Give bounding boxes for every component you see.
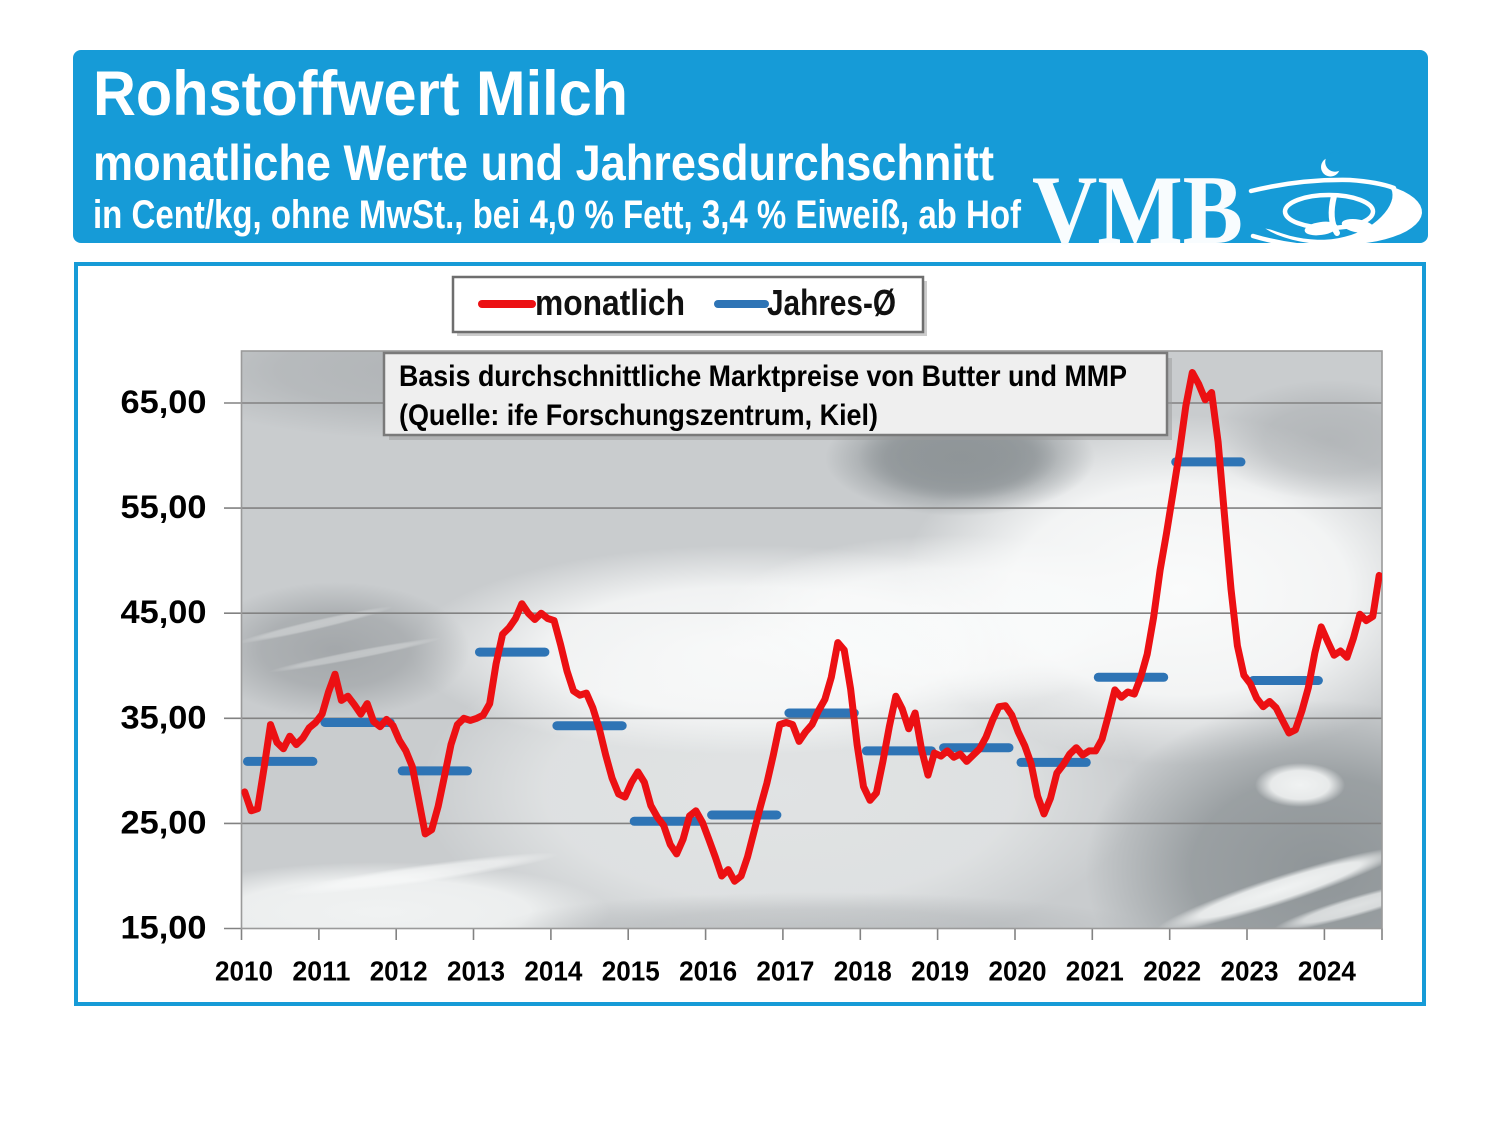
svg-text:VMB: VMB [1032, 156, 1243, 265]
svg-text:65,00: 65,00 [121, 384, 207, 420]
svg-text:in Cent/kg, ohne MwSt., bei 4,: in Cent/kg, ohne MwSt., bei 4,0 % Fett, … [93, 193, 1022, 237]
svg-text:15,00: 15,00 [121, 910, 207, 946]
svg-text:2023: 2023 [1221, 956, 1279, 987]
svg-text:55,00: 55,00 [121, 489, 207, 525]
svg-text:Basis durchschnittliche Marktp: Basis durchschnittliche Marktpreise von … [399, 360, 1127, 393]
svg-text:monatliche Werte und Jahresdur: monatliche Werte und Jahresdurchschnitt [93, 135, 994, 191]
svg-text:2011: 2011 [292, 956, 350, 987]
svg-text:2022: 2022 [1143, 956, 1201, 987]
svg-text:(Quelle: ife Forschungszentrum: (Quelle: ife Forschungszentrum, Kiel) [399, 399, 878, 432]
svg-text:2016: 2016 [679, 956, 737, 987]
svg-text:2010: 2010 [215, 956, 273, 987]
svg-text:2015: 2015 [602, 956, 660, 987]
svg-text:2021: 2021 [1066, 956, 1124, 987]
svg-text:Rohstoffwert Milch: Rohstoffwert Milch [93, 59, 628, 129]
svg-text:2024: 2024 [1298, 956, 1356, 987]
svg-text:2018: 2018 [834, 956, 892, 987]
svg-text:2013: 2013 [447, 956, 505, 987]
svg-text:2019: 2019 [911, 956, 969, 987]
svg-text:2012: 2012 [370, 956, 428, 987]
svg-text:45,00: 45,00 [121, 594, 207, 630]
svg-text:monatlich: monatlich [535, 282, 685, 323]
svg-text:Jahres-Ø: Jahres-Ø [767, 282, 896, 323]
svg-text:35,00: 35,00 [121, 699, 207, 735]
svg-text:2020: 2020 [989, 956, 1047, 987]
svg-text:2014: 2014 [524, 956, 582, 987]
svg-text:2017: 2017 [756, 956, 814, 987]
svg-text:25,00: 25,00 [121, 804, 207, 840]
